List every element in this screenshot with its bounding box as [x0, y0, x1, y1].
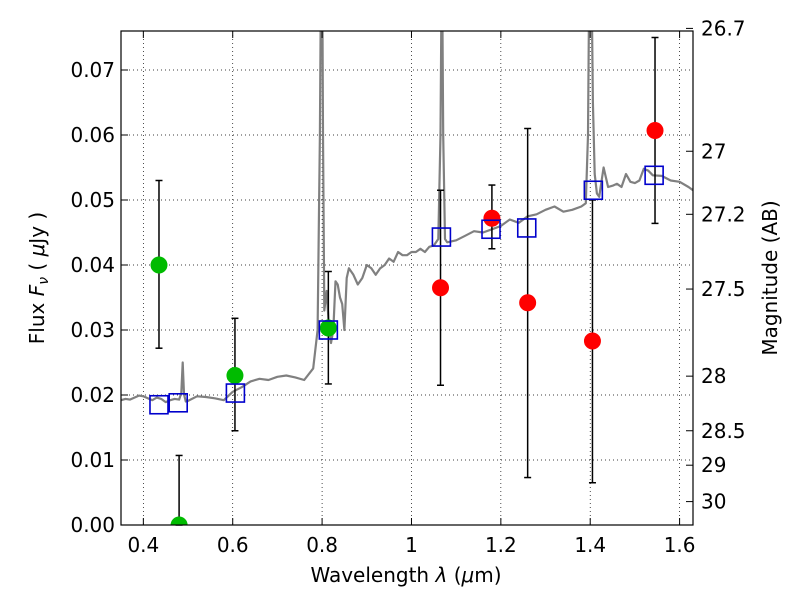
x-tick-label: 1 [405, 533, 418, 557]
y2-tick-label: 29 [701, 453, 726, 477]
red-point-marker [646, 121, 664, 139]
y2-tick-label: 30 [701, 490, 726, 514]
x-tick-label: 0.8 [306, 533, 338, 557]
model-square-marker [431, 227, 452, 247]
model-square-marker [583, 180, 604, 201]
red-point-marker [519, 294, 537, 312]
green-point-marker [150, 256, 168, 274]
y-axis-title: Flux Fν ( μJy ) [25, 212, 52, 344]
y2-tick-label: 28 [701, 364, 726, 388]
y-tick-label: 0.03 [70, 318, 115, 342]
y-tick-label: 0.02 [70, 383, 115, 407]
green-point-marker [319, 319, 337, 337]
model-square-marker [318, 320, 339, 340]
y2-tick-label: 27 [701, 139, 726, 163]
model-square-marker [225, 383, 246, 403]
y-tick-label: 0.05 [70, 188, 115, 212]
y2-tick-label: 27.5 [701, 277, 746, 301]
y2-tick-label: 26.7 [701, 16, 746, 40]
y-tick-label: 0.00 [70, 513, 115, 537]
model-square-marker [644, 165, 664, 186]
red-point-marker [483, 209, 501, 227]
y-tick-label: 0.07 [70, 58, 115, 82]
template-spectrum [121, 31, 693, 404]
axis-ticks: 0.4 0.6 0.8 1 1.2 1.4 1.6 0.00 0.01 0.02 0.03 0.04 0… [70, 16, 745, 557]
x-tick-label: 1.4 [574, 533, 606, 557]
grid [121, 31, 693, 526]
x-tick-label: 0.6 [217, 533, 249, 557]
model-square-marker [516, 218, 537, 238]
y-tick-label: 0.01 [70, 448, 115, 472]
green-point-marker [170, 516, 188, 525]
x-tick-label: 1.6 [664, 533, 696, 557]
x-tick-label: 1.2 [485, 533, 517, 557]
red-point-marker [583, 332, 601, 350]
data-markers [149, 121, 664, 525]
y2-tick-label: 28.5 [701, 419, 746, 443]
y-tick-label: 0.04 [70, 253, 115, 277]
y-tick-label: 0.06 [70, 123, 115, 147]
error-bars [155, 36, 659, 526]
y2-axis-title: Magnitude (AB) [758, 200, 782, 355]
red-point-marker [432, 279, 450, 297]
model-square-marker [168, 392, 188, 413]
y2-tick-label: 27.2 [701, 202, 746, 226]
plot-frame [120, 30, 694, 526]
x-axis-title: Wavelength λ (μm) [310, 563, 501, 587]
model-square-marker [481, 219, 501, 240]
green-point-marker [226, 367, 244, 384]
x-tick-label: 0.4 [127, 533, 159, 557]
model-square-marker [149, 394, 169, 415]
spectrum-line [121, 31, 693, 404]
